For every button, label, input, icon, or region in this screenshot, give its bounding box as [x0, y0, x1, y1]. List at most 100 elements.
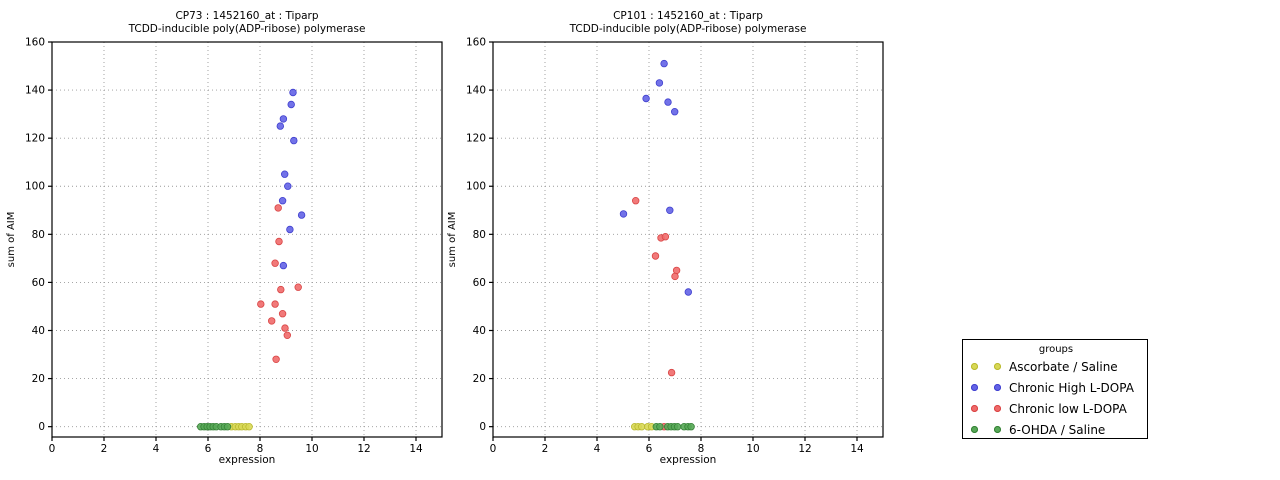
data-point [631, 196, 640, 205]
x-tick-label: 12 [798, 443, 811, 455]
y-tick-label: 100 [25, 181, 45, 193]
legend-entry-label: 6-OHDA / Saline [1009, 422, 1106, 437]
x-tick-label: 14 [850, 443, 864, 455]
y-tick-label: 0 [479, 421, 486, 433]
legend-entry-label: Chronic High L-DOPA [1009, 380, 1134, 395]
legend-marker-icon [971, 426, 1001, 433]
x-axis-label: expression [660, 454, 717, 466]
data-point [642, 94, 650, 103]
legend-entry: Chronic low L-DOPA [971, 398, 1141, 419]
legend-marker-icon [971, 363, 1001, 370]
data-point [284, 182, 292, 190]
data-point [271, 259, 279, 267]
legend-entry: Ascorbate / Saline [971, 356, 1141, 377]
legend-entry-label: Ascorbate / Saline [1009, 359, 1118, 374]
data-point [271, 300, 279, 308]
x-tick-label: 0 [490, 443, 497, 455]
data-point [290, 136, 298, 145]
data-point [660, 59, 668, 68]
legend-entry-label: Chronic low L-DOPA [1009, 401, 1127, 416]
plot-title-line2: TCDD-inducible poly(ADP-ribose) polymera… [128, 23, 366, 35]
data-point [257, 300, 265, 308]
data-point [287, 100, 295, 109]
y-tick-label: 160 [466, 37, 486, 49]
legend-dot-icon [971, 426, 978, 433]
data-point [667, 368, 676, 377]
data-point [279, 261, 288, 270]
legend-dot-icon [994, 405, 1001, 412]
data-point [684, 288, 692, 296]
legend: groups Ascorbate / Saline Chronic High L-… [962, 339, 1148, 439]
data-point [673, 423, 682, 431]
data-point [672, 266, 681, 275]
x-tick-label: 6 [646, 443, 653, 455]
data-point [651, 252, 660, 260]
legend-marker-icon [971, 384, 1001, 391]
y-tick-label: 140 [25, 85, 45, 97]
y-tick-label: 0 [38, 421, 45, 433]
data-point [268, 317, 276, 325]
legend-dot-icon [971, 405, 978, 412]
data-point [655, 79, 664, 87]
data-point [670, 107, 679, 116]
data-point [289, 88, 297, 97]
data-point [294, 283, 302, 291]
data-point [276, 122, 284, 130]
y-axis-label: sum of AIM [6, 212, 17, 268]
data-point [278, 310, 287, 318]
y-tick-label: 160 [25, 37, 45, 49]
x-tick-label: 14 [409, 443, 423, 455]
plot-border [492, 41, 884, 438]
legend-dot-icon [994, 426, 1001, 433]
y-tick-label: 80 [473, 229, 486, 241]
y-tick-label: 100 [466, 181, 486, 193]
legend-dot-icon [971, 363, 978, 370]
y-tick-label: 40 [32, 325, 45, 337]
data-point [664, 98, 672, 106]
y-tick-label: 60 [473, 277, 486, 289]
plot-cp73: 0 2 4 6 8 10 12 14 0 20 40 60 80 100 120 140 160 CP73 : 1… [0, 0, 460, 480]
data-point [619, 210, 628, 218]
legend-entry: 6-OHDA / Saline [971, 419, 1141, 440]
data-point [666, 206, 674, 214]
data-point [286, 225, 294, 234]
legend-dot-icon [994, 384, 1001, 391]
data-point [297, 211, 306, 219]
y-tick-label: 120 [25, 133, 45, 145]
data-point [274, 204, 282, 212]
x-axis-label: expression [219, 454, 276, 466]
data-point [283, 331, 291, 339]
x-tick-label: 4 [594, 443, 601, 455]
x-tick-label: 4 [153, 443, 160, 455]
data-point [279, 115, 288, 123]
plot-cp101: 0 2 4 6 8 10 12 14 0 20 40 60 80 100 120 140 160 CP101 : … [441, 0, 901, 480]
data-point [245, 423, 253, 431]
data-point [281, 170, 289, 178]
y-axis-label: sum of AIM [447, 212, 458, 268]
legend-dot-icon [971, 384, 978, 391]
x-tick-label: 6 [205, 443, 212, 455]
data-point [671, 272, 679, 281]
legend-entry: Chronic High L-DOPA [971, 377, 1141, 398]
x-tick-label: 10 [746, 443, 759, 455]
legend-marker-icon [971, 405, 1001, 412]
y-tick-label: 20 [473, 373, 486, 385]
data-point [278, 196, 287, 205]
data-point [223, 423, 232, 431]
plot-border [51, 41, 443, 438]
y-tick-label: 60 [32, 277, 45, 289]
data-point [277, 285, 285, 294]
legend-dot-icon [994, 363, 1001, 370]
plot-title-line1: CP73 : 1452160_at : Tiparp [175, 10, 318, 22]
legend-entries: Ascorbate / Saline Chronic High L-DOPA Chr… [971, 356, 1141, 440]
y-tick-label: 80 [32, 229, 45, 241]
data-point [272, 355, 280, 363]
data-point [656, 423, 664, 431]
x-tick-label: 2 [101, 443, 108, 455]
data-point [661, 232, 670, 241]
data-point [281, 324, 289, 332]
y-tick-label: 140 [466, 85, 486, 97]
y-tick-label: 40 [473, 325, 486, 337]
x-tick-label: 8 [698, 443, 705, 455]
